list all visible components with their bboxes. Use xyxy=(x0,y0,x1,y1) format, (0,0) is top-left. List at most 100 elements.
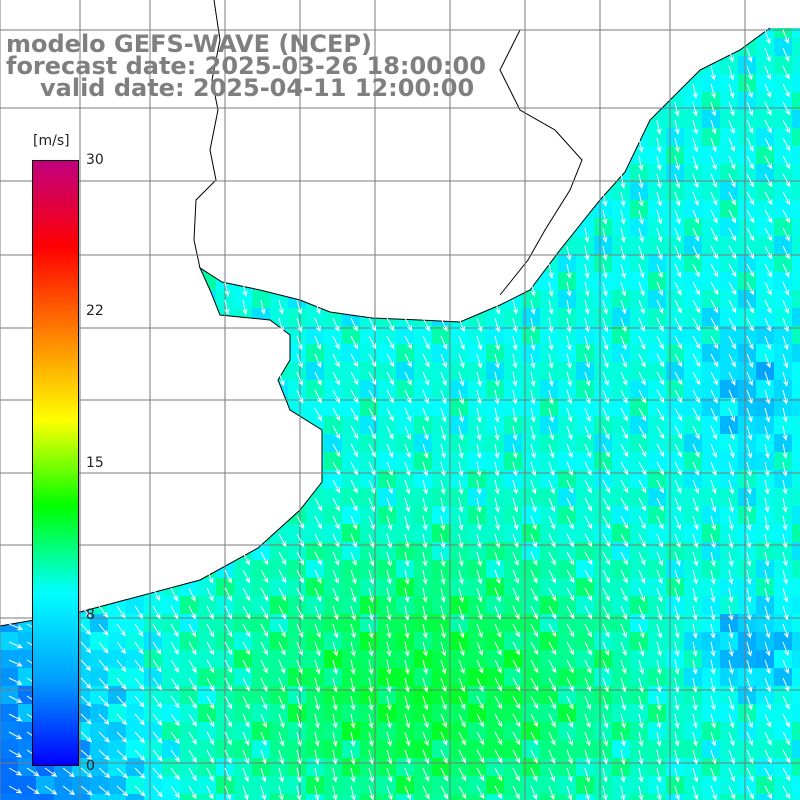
wind-arrow xyxy=(296,515,305,530)
wind-arrow xyxy=(458,749,466,764)
field-cell xyxy=(576,632,595,651)
field-cell xyxy=(756,38,775,57)
wind-arrow xyxy=(620,299,627,315)
field-cell xyxy=(648,182,667,201)
field-cell xyxy=(702,200,721,219)
wind-arrow xyxy=(386,749,393,765)
field-cell xyxy=(540,434,559,453)
wind-arrow xyxy=(638,281,645,297)
wind-arrow xyxy=(584,587,593,602)
wind-arrow xyxy=(494,407,500,423)
wind-arrow xyxy=(332,497,340,512)
field-cell xyxy=(720,128,739,147)
wind-arrow xyxy=(584,659,592,674)
field-cell xyxy=(702,722,721,741)
field-cell xyxy=(612,596,631,615)
field-cell xyxy=(738,110,757,129)
wind-arrow xyxy=(8,677,23,685)
field-cell xyxy=(576,794,595,800)
field-cell xyxy=(720,560,739,579)
field-cell xyxy=(306,308,325,327)
field-cell xyxy=(792,416,800,435)
field-cell xyxy=(378,416,397,435)
field-cell xyxy=(774,632,793,651)
field-cell xyxy=(0,722,19,741)
wind-arrow xyxy=(764,389,771,405)
field-cell xyxy=(234,704,253,723)
wind-arrow xyxy=(188,605,196,620)
field-cell xyxy=(666,434,685,453)
wind-arrow xyxy=(602,587,610,602)
wind-arrow xyxy=(530,731,538,746)
field-cell xyxy=(594,236,613,255)
field-cell xyxy=(774,92,793,111)
field-cell xyxy=(738,632,757,651)
field-cell xyxy=(486,506,505,525)
wind-arrow xyxy=(710,515,717,531)
wind-arrow xyxy=(512,677,521,692)
field-cell xyxy=(558,344,577,363)
field-cell xyxy=(774,200,793,219)
field-cell xyxy=(522,740,541,759)
wind-arrow xyxy=(764,371,771,387)
field-cell xyxy=(720,542,739,561)
field-cell xyxy=(666,578,685,597)
field-cell xyxy=(270,578,289,597)
field-cell xyxy=(540,668,559,687)
wind-arrow xyxy=(440,443,446,459)
wind-arrow xyxy=(8,731,23,740)
field-cell xyxy=(450,470,469,489)
wind-arrow xyxy=(422,371,430,386)
field-cell xyxy=(594,650,613,669)
wind-arrow xyxy=(692,425,700,440)
field-cell xyxy=(612,182,631,201)
wind-arrow xyxy=(764,335,771,351)
wind-arrow xyxy=(566,497,574,512)
wind-arrow xyxy=(548,623,557,638)
field-cell xyxy=(324,524,343,543)
wind-arrow xyxy=(386,443,394,458)
wind-arrow xyxy=(386,515,393,531)
wind-arrow xyxy=(656,623,663,639)
field-cell xyxy=(522,596,541,615)
field-cell xyxy=(360,632,379,651)
wind-arrow xyxy=(620,245,626,261)
wind-arrow xyxy=(422,551,428,567)
wind-arrow xyxy=(530,299,536,315)
wind-arrow xyxy=(728,749,735,765)
field-cell xyxy=(468,686,487,705)
field-cell xyxy=(342,506,361,525)
wind-arrow xyxy=(692,155,699,171)
field-cell xyxy=(612,308,631,327)
wind-arrow xyxy=(764,407,771,423)
wind-arrow xyxy=(764,317,772,332)
wind-arrow xyxy=(782,371,789,387)
field-cell xyxy=(558,434,577,453)
wind-arrow xyxy=(746,515,752,531)
field-cell xyxy=(774,470,793,489)
field-cell xyxy=(612,236,631,255)
wind-arrow xyxy=(782,461,788,477)
wind-arrow xyxy=(728,389,736,404)
field-cell xyxy=(504,434,523,453)
field-cell xyxy=(684,488,703,507)
wind-arrow xyxy=(494,443,500,459)
wind-arrow xyxy=(386,389,394,404)
field-cell xyxy=(306,524,325,543)
wind-arrow xyxy=(386,407,394,422)
field-cell xyxy=(792,740,800,759)
wind-arrow xyxy=(386,677,392,693)
wind-arrow xyxy=(548,299,554,315)
field-cell xyxy=(594,722,613,741)
field-cell xyxy=(288,308,307,327)
wind-arrow xyxy=(350,389,359,404)
wind-arrow xyxy=(602,389,610,405)
wind-arrow xyxy=(530,389,536,405)
wind-arrow xyxy=(188,587,196,602)
wind-arrow xyxy=(566,767,573,783)
field-cell xyxy=(252,686,271,705)
wind-arrow xyxy=(728,551,734,567)
wind-arrow xyxy=(548,569,556,584)
wind-arrow xyxy=(548,677,557,692)
wind-arrow xyxy=(764,209,773,224)
